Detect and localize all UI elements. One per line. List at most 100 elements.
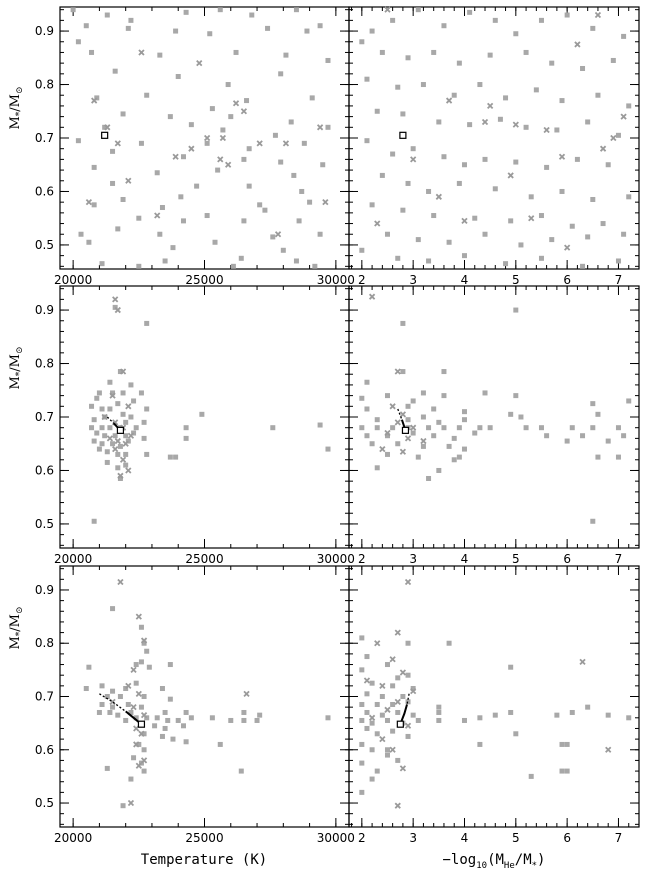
y-tick-label: 0.9 [35,24,54,38]
data-point-square [173,28,179,34]
data-point-square [138,140,144,146]
data-point-square [436,709,442,715]
data-point-cross [389,746,396,753]
data-point-square [291,172,297,178]
data-point-square [384,752,390,758]
cross-stroke [379,682,386,689]
data-point-square [262,207,268,213]
data-point-square [207,31,213,37]
data-point-cross [112,296,119,303]
data-point-cross [399,765,407,772]
data-point-square [120,411,126,417]
cross-stroke [404,578,412,586]
data-point-square [359,395,365,401]
data-point-square [441,369,447,375]
data-point-square [405,55,411,61]
data-point-square [320,162,326,168]
cross-stroke [138,49,145,56]
cross-stroke [445,97,453,104]
data-point-square [204,213,210,219]
x-tick-label: 6 [563,273,571,287]
data-point-square [115,465,121,471]
cross-stroke [232,100,240,107]
cross-stroke [130,704,137,711]
data-point-square [125,701,131,707]
track-dotted [99,693,127,712]
data-point-square [112,433,118,439]
data-point-square [513,31,519,37]
data-point-square [369,747,375,753]
data-point-square [162,258,168,264]
y-axis-label-row-1: M*/M⊙ [8,86,25,129]
data-point-cross [140,757,148,764]
x-tick-label: 6 [563,552,571,566]
data-point-square [94,395,100,401]
data-point-square [99,425,105,431]
data-point-square [110,606,116,612]
panel-group: 20000 25000 30000 0.5 0.6 0.7 0.8 0.9 2 3 4 5 6 7 2000… [35,6,640,845]
cross-stroke [135,762,142,769]
data-point-cross [404,722,412,729]
x-tick-label: 20000 [54,552,92,566]
data-point-square [364,379,370,385]
data-point-square [180,154,186,160]
cross-stroke [594,11,602,19]
cross-stroke [579,658,586,666]
data-point-square [621,433,627,439]
y-tick-label: 0.7 [35,131,54,145]
data-point-square [585,234,591,240]
data-point-cross [135,762,142,769]
data-point-cross [435,193,442,200]
data-point-square [359,741,365,747]
data-point-cross [119,456,127,463]
best-fit-marker [399,131,407,139]
cross-stroke [394,629,401,636]
panel-1: 20000 25000 30000 0.5 0.6 0.7 0.8 0.9 [35,6,355,287]
data-point-square [125,438,131,444]
data-point-square [157,231,163,237]
data-point-square [265,25,271,31]
data-point-square [456,454,462,460]
data-point-square [131,755,137,761]
data-point-cross [256,140,263,147]
data-point-square [215,167,221,173]
data-point-square [301,140,307,146]
cross-stroke [394,368,401,375]
data-point-square [296,218,302,224]
data-point-cross [101,413,108,421]
data-point-square [325,57,331,63]
cross-stroke [117,578,124,586]
data-point-square [461,162,467,168]
data-point-square [359,635,365,641]
data-point-square [228,114,234,120]
cross-stroke [119,456,127,463]
data-point-square [359,760,365,766]
data-point-square [482,156,488,162]
data-point-square [374,465,380,471]
data-point-square [477,82,483,88]
data-point-square [456,180,462,186]
data-point-square [467,9,473,15]
data-point-square [209,106,215,112]
data-point-square [595,454,601,460]
data-point-square [461,253,467,259]
data-point-square [395,255,401,261]
data-point-square [110,148,116,154]
y-tick-label: 0.9 [35,583,54,597]
data-point-square [246,146,252,152]
data-point-square [523,49,529,55]
data-point-square [115,226,121,232]
data-point-cross [374,640,381,647]
data-point-square [75,39,81,45]
data-point-cross [104,124,111,131]
data-point-square [123,462,129,468]
data-point-square [492,712,498,718]
cross-stroke [282,140,290,147]
cross-stroke [384,706,391,713]
cross-stroke [610,134,617,142]
data-point-square [456,60,462,66]
data-point-cross [274,231,282,238]
cross-stroke [558,153,566,160]
data-point-square [364,691,370,697]
cross-stroke [101,413,108,421]
